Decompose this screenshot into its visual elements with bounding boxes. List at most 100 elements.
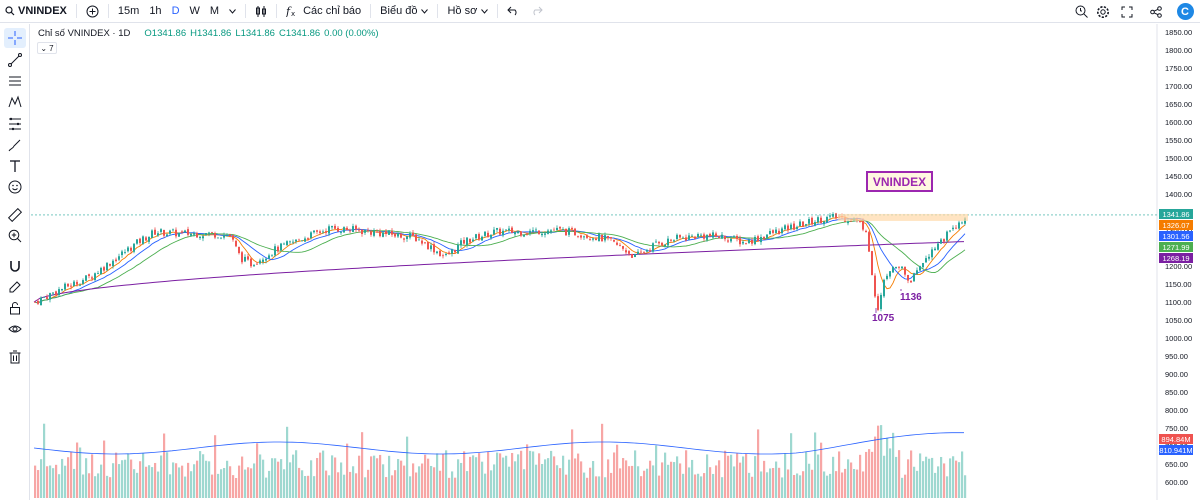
volume-bar [922, 461, 925, 498]
candle-body [499, 228, 501, 235]
volume-bar [733, 466, 736, 498]
interval-d[interactable]: D [171, 5, 180, 17]
axis-label: 1200.00 [1165, 262, 1193, 271]
brand-logo[interactable]: C [1174, 0, 1196, 23]
settings-button[interactable] [1093, 0, 1113, 23]
volume-bar [268, 470, 271, 498]
candle-body [214, 233, 216, 238]
volume-bar [964, 475, 967, 498]
axis-label: 1550.00 [1165, 136, 1193, 145]
chart-type-menu[interactable]: Biểu đồ [375, 0, 433, 23]
lock-icon [10, 302, 20, 315]
volume-bar [868, 449, 871, 498]
volume-bar [691, 459, 694, 498]
candle-body [349, 230, 351, 232]
ruler-tool[interactable] [4, 205, 26, 225]
indicators-collapse-button[interactable]: ⌄ 7 [37, 42, 57, 54]
magnet-tool[interactable] [4, 256, 26, 276]
prediction-tool[interactable] [4, 114, 26, 134]
chart-style-button[interactable] [250, 0, 272, 23]
candle-body [352, 226, 354, 232]
emoji-tool[interactable] [4, 177, 26, 197]
fib-tool[interactable] [4, 71, 26, 91]
candle-body [331, 225, 333, 228]
volume-bar [211, 474, 214, 498]
interval-m[interactable]: M [209, 5, 220, 17]
pattern-tool[interactable] [4, 92, 26, 112]
candle-body [931, 249, 933, 258]
prediction-icon [9, 117, 21, 131]
volume-bar [610, 472, 613, 498]
plus-circle-icon [86, 5, 99, 17]
delete-tool[interactable] [4, 347, 26, 367]
interval-15m[interactable]: 15m [117, 5, 140, 17]
interval-dropdown[interactable] [224, 0, 241, 23]
candle-body [961, 222, 963, 224]
volume-bar [430, 465, 433, 498]
candle-body [121, 251, 123, 256]
volume-bar [916, 470, 919, 498]
volume-bar [652, 465, 655, 498]
lock-tool[interactable] [4, 298, 26, 318]
candle-body [643, 251, 645, 253]
volume-bar [121, 460, 124, 498]
volume-bar [670, 461, 673, 498]
volume-bar [496, 452, 499, 498]
volume-bar [871, 451, 874, 498]
candle-body [886, 275, 888, 279]
trend-line-tool[interactable] [4, 50, 26, 70]
ma-green-line [34, 219, 966, 304]
undo-button[interactable] [502, 0, 525, 23]
volume-bar [58, 474, 61, 498]
volume-bar [595, 476, 598, 498]
volume-bar [127, 453, 130, 498]
volume-bar [655, 445, 658, 498]
volume-bar [913, 466, 916, 498]
ma-purple-line [33, 241, 965, 303]
candle-body [472, 239, 474, 242]
volume-bar [193, 464, 196, 498]
share-button[interactable] [1146, 0, 1166, 23]
fullscreen-button[interactable] [1117, 0, 1137, 23]
crosshair-tool[interactable] [4, 28, 26, 48]
candle-body [505, 229, 507, 231]
volume-bar [727, 455, 730, 498]
brush-icon [8, 139, 21, 152]
volume-bar [142, 452, 145, 498]
zoom-tool[interactable] [4, 226, 26, 246]
symbol-search[interactable]: VNINDEX [0, 0, 72, 23]
price-tag: 1341.86 [1159, 209, 1193, 219]
interval-w[interactable]: W [189, 5, 200, 17]
axis-label: 800.00 [1165, 406, 1188, 415]
volume-bar [160, 455, 163, 498]
volume-bar [940, 456, 943, 498]
text-tool[interactable] [4, 156, 26, 176]
candle-body [724, 235, 726, 240]
volume-bar [97, 473, 100, 498]
interval-1h[interactable]: 1h [149, 5, 162, 17]
candle-body [892, 266, 894, 273]
volume-bar [781, 477, 784, 498]
annotation-box[interactable]: VNINDEX [866, 171, 933, 192]
candle-body [40, 297, 42, 306]
brush-tool[interactable] [4, 135, 26, 155]
candle-body [76, 281, 78, 285]
chevron-down-icon [481, 8, 489, 14]
volume-bar [304, 476, 307, 498]
volume-bar [517, 454, 520, 498]
lock-drawing-tool[interactable] [4, 277, 26, 297]
volume-bar [598, 476, 601, 498]
search-icon [5, 6, 15, 16]
add-symbol-button[interactable] [81, 0, 104, 23]
candle-body [751, 239, 753, 244]
profile-menu[interactable]: Hồ sơ [442, 0, 493, 23]
visibility-tool[interactable] [4, 319, 26, 339]
candle-body [859, 219, 861, 222]
quick-search-button[interactable] [1071, 0, 1091, 23]
candle-body [61, 288, 63, 291]
redo-button[interactable] [525, 0, 548, 23]
candle-body [547, 230, 549, 234]
